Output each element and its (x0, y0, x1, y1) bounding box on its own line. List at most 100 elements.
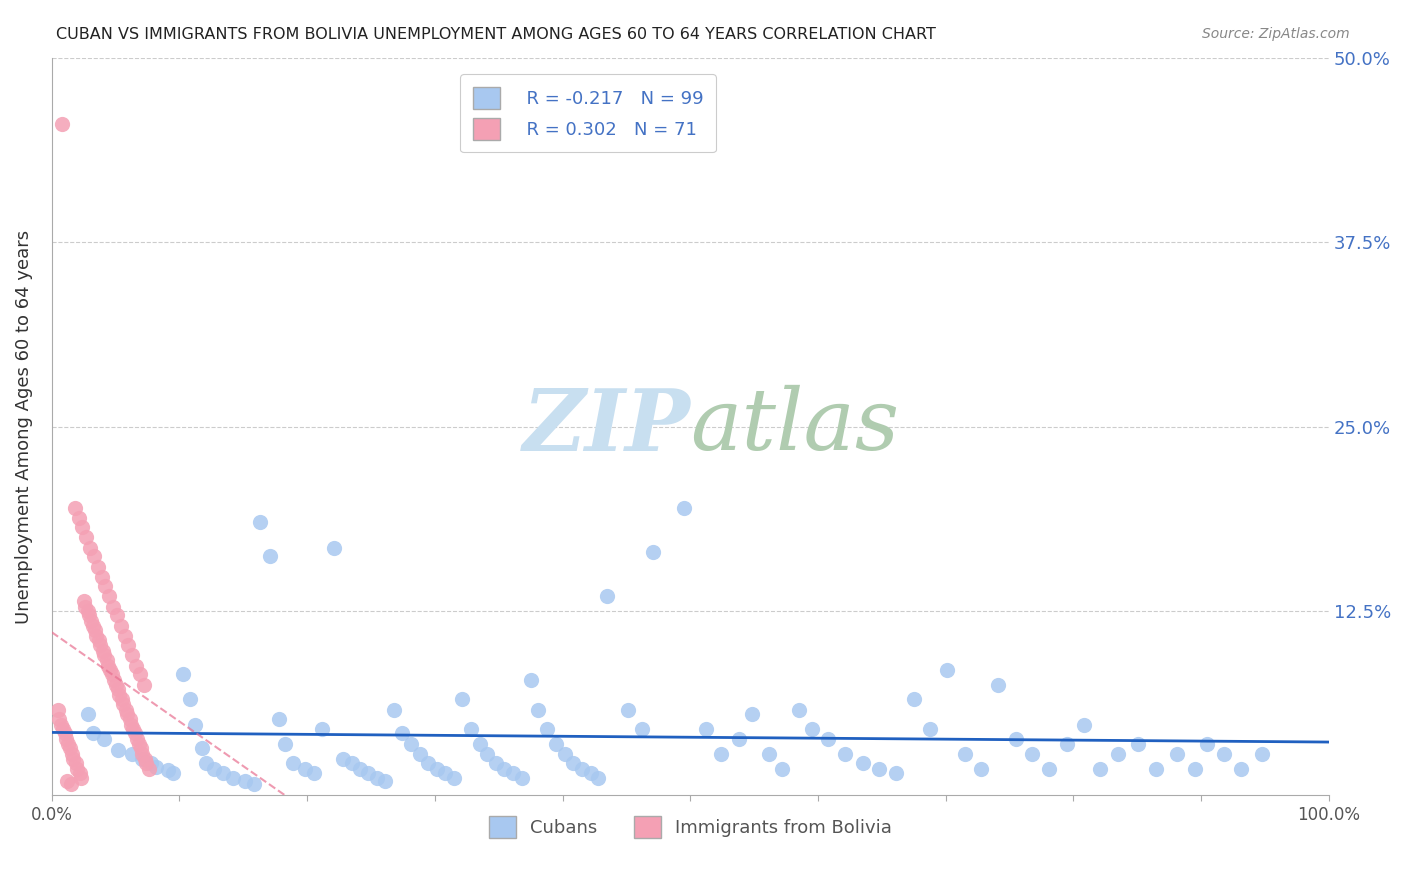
Point (111, 692, 134, 706)
Point (408, 747, 430, 761)
Point (643, 545, 665, 559)
Point (477, 747, 499, 761)
Point (69, 766, 91, 780)
Point (502, 766, 524, 780)
Point (374, 773, 396, 788)
Point (758, 747, 780, 761)
Point (132, 678, 155, 692)
Point (60, 747, 83, 761)
Point (274, 737, 297, 751)
Point (103, 673, 125, 688)
Point (179, 692, 201, 706)
Point (1184, 762, 1206, 776)
Point (125, 658, 148, 673)
Point (357, 766, 380, 780)
Point (349, 762, 371, 776)
Point (76, 604, 98, 618)
Point (131, 751, 153, 765)
Point (202, 762, 225, 776)
Point (323, 541, 346, 555)
Point (536, 722, 558, 736)
Point (519, 673, 541, 688)
Point (443, 771, 465, 785)
Point (89, 638, 111, 652)
Point (114, 629, 136, 643)
Point (1229, 762, 1251, 776)
Point (59, 776, 82, 790)
Point (903, 692, 925, 706)
Point (249, 516, 271, 530)
Point (145, 760, 167, 774)
Point (884, 766, 907, 780)
Point (48, 712, 70, 726)
Point (70, 771, 93, 785)
Point (65, 756, 87, 770)
Point (1021, 747, 1043, 761)
Point (93, 648, 115, 663)
Point (399, 737, 422, 751)
Point (510, 771, 533, 785)
Text: atlas: atlas (690, 385, 900, 468)
Point (554, 747, 576, 761)
Text: ZIP: ZIP (523, 384, 690, 468)
Point (1056, 737, 1078, 751)
Point (596, 589, 619, 603)
Point (108, 688, 131, 702)
Point (311, 722, 333, 736)
Point (93, 732, 115, 747)
Point (1197, 737, 1219, 751)
Point (63, 500, 86, 515)
Point (294, 762, 316, 776)
Point (1166, 747, 1188, 761)
Point (233, 773, 256, 788)
Point (434, 766, 457, 780)
Point (112, 697, 135, 711)
Point (1251, 747, 1274, 761)
Point (242, 776, 264, 790)
Point (77, 608, 100, 623)
Point (332, 751, 354, 765)
Point (51, 117, 73, 131)
Point (135, 756, 157, 770)
Point (868, 762, 890, 776)
Point (114, 703, 136, 717)
Point (485, 756, 508, 770)
Point (191, 741, 214, 756)
Point (122, 722, 145, 736)
Point (66, 762, 89, 776)
Point (138, 762, 160, 776)
Point (710, 747, 733, 761)
Point (1038, 762, 1060, 776)
Y-axis label: Unemployment Among Ages 60 to 64 years: Unemployment Among Ages 60 to 64 years (15, 229, 32, 624)
Point (672, 500, 695, 515)
Point (121, 648, 143, 663)
Point (141, 756, 163, 770)
Point (1073, 717, 1095, 731)
Point (96, 653, 118, 667)
Point (98, 589, 121, 603)
Point (695, 722, 717, 736)
Point (561, 756, 583, 770)
Point (100, 663, 122, 677)
Point (787, 703, 810, 717)
Point (920, 722, 942, 736)
Point (172, 667, 194, 681)
Point (75, 530, 97, 544)
Point (118, 712, 141, 726)
Point (127, 732, 149, 747)
Point (59, 741, 82, 756)
Point (852, 756, 875, 770)
Point (90, 570, 112, 584)
Point (73, 599, 96, 614)
Point (222, 771, 245, 785)
Point (55, 732, 77, 747)
Point (727, 732, 749, 747)
Point (468, 737, 491, 751)
Point (72, 520, 94, 534)
Point (426, 762, 449, 776)
Point (281, 756, 304, 770)
Point (418, 756, 440, 770)
Point (1144, 762, 1167, 776)
Point (630, 722, 652, 736)
Point (67, 511, 90, 525)
